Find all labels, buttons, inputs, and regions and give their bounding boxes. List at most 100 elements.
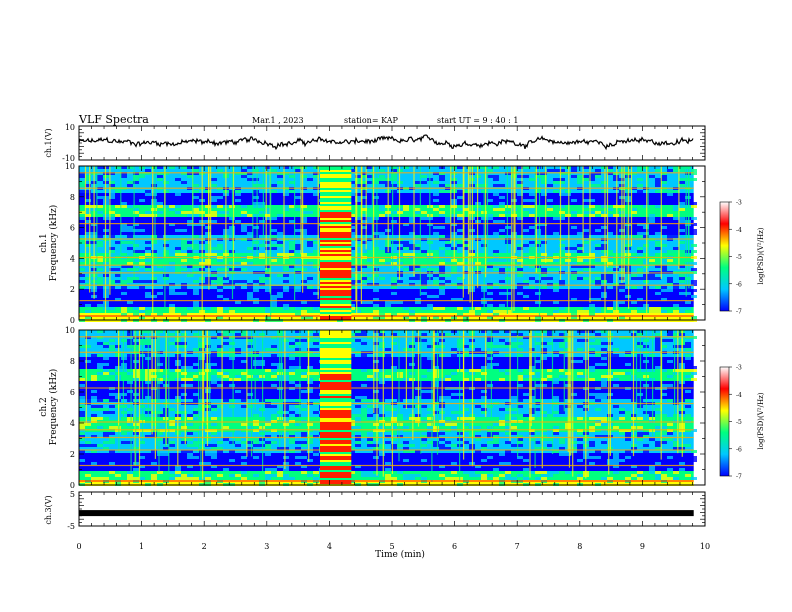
spectrogram-cell (601, 357, 607, 360)
spectrogram-cell (475, 450, 481, 453)
spectrogram-cell (427, 408, 433, 411)
spectrogram-cell (301, 286, 307, 289)
spectrogram-cell (121, 310, 127, 313)
spectrogram-cell (487, 342, 493, 345)
spectrogram-cell (277, 313, 283, 316)
spectrogram-cell (523, 175, 529, 178)
spectrogram-cell (265, 223, 271, 226)
spectrogram-cell (133, 268, 139, 271)
spectrogram-cell (451, 301, 457, 304)
spectrogram-cell (691, 169, 697, 172)
spectrogram-cell (547, 205, 553, 208)
spectrogram-cell (433, 372, 439, 375)
spectrogram-cell-row (79, 232, 694, 235)
spectrogram-cell (571, 396, 577, 399)
spectrogram-cell (673, 333, 679, 336)
spectrogram-burst-cell (320, 438, 352, 440)
spectrogram-cell (85, 205, 91, 208)
spectrogram-cell (559, 217, 565, 220)
spectrogram-cell (439, 253, 445, 256)
spectrogram-cell (403, 253, 409, 256)
spectrogram-cell (673, 286, 679, 289)
spectrogram-cell (463, 241, 469, 244)
spectrogram-cell (223, 426, 229, 429)
spectrogram-sferic-streak (570, 330, 572, 456)
spectrogram-burst-cell (320, 306, 352, 308)
spectrogram-cell (175, 247, 181, 250)
spectrogram-cell (559, 181, 565, 184)
spectrogram-cell (649, 175, 655, 178)
spectrogram-cell (433, 280, 439, 283)
spectrogram-cell (127, 414, 133, 417)
spectrogram-cell (625, 354, 631, 357)
spectrogram-cell (79, 190, 85, 193)
spectrogram-cell (385, 348, 391, 351)
spectrogram-cell (295, 262, 301, 265)
spectrogram-cell (289, 441, 295, 444)
spectrogram-cell (181, 345, 187, 348)
spectrogram-cell (181, 259, 187, 262)
spectrogram-cell (409, 417, 415, 420)
spectrogram-cell (493, 345, 499, 348)
spectrogram-cell (223, 390, 229, 393)
spectrogram-cell (181, 456, 187, 459)
spectrogram-cell-row (79, 444, 694, 447)
spectrogram-cell (241, 211, 247, 214)
spectrogram-cell (661, 438, 667, 441)
spectrogram-cell (127, 247, 133, 250)
spectrogram-cell (499, 298, 505, 301)
spectrogram-cell (595, 354, 601, 357)
spectrogram-cell (355, 175, 361, 178)
spectrogram-cell (487, 286, 493, 289)
spectrogram-cell (307, 459, 313, 462)
spectrogram-cell (535, 384, 541, 387)
spectrogram-cell (151, 426, 157, 429)
spectrogram-burst-cell (320, 290, 352, 292)
spectrogram-cell (379, 333, 385, 336)
spectrogram-cell (673, 292, 679, 295)
spectrogram-cell (577, 178, 583, 181)
spectrogram-cell (439, 459, 445, 462)
spectrogram-cell (571, 175, 577, 178)
spectrogram-cell (85, 444, 91, 447)
spectrogram-cell (655, 310, 661, 313)
spectrogram-cell (517, 274, 523, 277)
spectrogram-cell (103, 399, 109, 402)
spectrogram-cell (97, 417, 103, 420)
spectrogram-cell (601, 244, 607, 247)
spectrogram-cell (589, 426, 595, 429)
spectrogram-cell (481, 366, 487, 369)
spectrogram-cell (667, 304, 673, 307)
spectrogram-cell (535, 172, 541, 175)
spectrogram-cell (667, 468, 673, 471)
spectrogram-cell (133, 280, 139, 283)
spectrogram-cell (247, 393, 253, 396)
spectrogram-cell (445, 217, 451, 220)
spectrogram-sferic-streak (534, 330, 536, 468)
spectrogram-cell (673, 247, 679, 250)
spectrogram-cell (655, 178, 661, 181)
spectrogram-cell (493, 292, 499, 295)
spectrogram-cell (583, 268, 589, 271)
spectrogram-cell (271, 354, 277, 357)
spectrogram-cell (511, 444, 517, 447)
spectrogram-cell (85, 310, 91, 313)
spectrogram-cell (355, 196, 361, 199)
spectrogram-burst-cell (320, 316, 352, 318)
spectrogram-cell (211, 447, 217, 450)
spectrogram-cell (679, 208, 685, 211)
spectrogram-cell (361, 214, 367, 217)
spectrogram-cell (673, 250, 679, 253)
spectrogram-sferic-streak (419, 166, 421, 296)
spectrogram-cell (283, 274, 289, 277)
spectrogram-cell (535, 471, 541, 474)
spectrogram-cell (493, 166, 499, 169)
spectrogram-cell (397, 414, 403, 417)
spectrogram-sferic-streak (158, 330, 160, 473)
spectrogram-cell (619, 432, 625, 435)
spectrogram-cell (631, 298, 637, 301)
spectrogram-cell (535, 375, 541, 378)
spectrogram-narrowband-line (79, 315, 694, 317)
spectrogram-cell (301, 316, 307, 319)
spectrogram-cell (349, 450, 355, 453)
